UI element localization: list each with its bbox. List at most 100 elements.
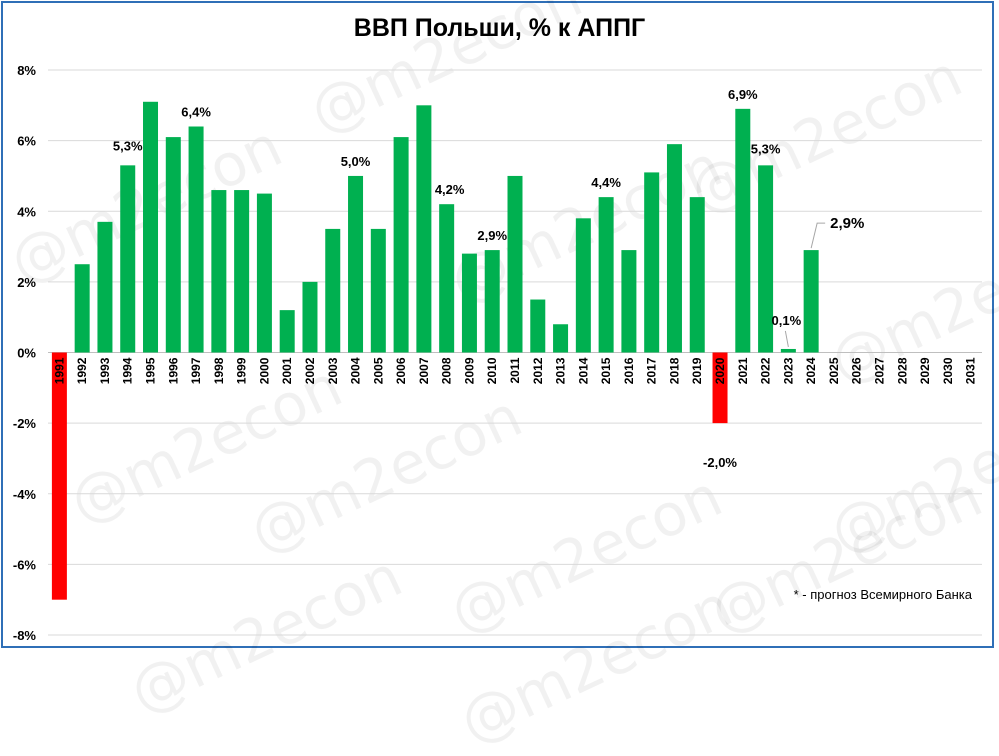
bar	[621, 250, 637, 353]
y-tick-label: 2%	[17, 275, 36, 290]
y-tick-label: -2%	[13, 416, 37, 431]
bar	[370, 228, 386, 353]
x-tick-label: 1992	[75, 357, 89, 384]
bar	[188, 126, 204, 353]
bar	[439, 204, 455, 353]
bar	[735, 108, 751, 353]
x-tick-label: 2017	[645, 357, 659, 384]
x-tick-label: 2031	[964, 357, 978, 384]
x-tick-label: 2007	[417, 357, 431, 384]
x-tick-label: 2018	[667, 357, 681, 384]
x-tick-label: 2026	[850, 357, 864, 384]
x-tick-label: 2009	[462, 357, 476, 384]
bar	[598, 197, 614, 353]
data-label: 5,3%	[113, 138, 143, 153]
bar	[302, 281, 318, 353]
x-tick-label: 2005	[371, 357, 385, 384]
data-label: 6,9%	[728, 87, 758, 102]
x-tick-label: 2022	[759, 357, 773, 384]
bar-chart: -8% -6% -4% -2% 0% 2% 4% 6% 8% 1991 1992 1993 1994 19…	[13, 63, 982, 643]
chart-title: ВВП Польши, % к АППГ	[353, 14, 646, 42]
bar	[530, 299, 546, 353]
x-tick-label: 2014	[576, 357, 590, 384]
data-label: 5,0%	[341, 154, 371, 169]
bar	[689, 197, 705, 353]
x-tick-label: 2028	[895, 357, 909, 384]
x-tick-label: 2019	[690, 357, 704, 384]
bar	[461, 253, 477, 353]
x-tick-label: 2010	[485, 357, 499, 384]
x-tick-label: 2011	[508, 357, 522, 383]
x-tick-label: 1993	[98, 357, 112, 384]
x-tick-label: 1999	[235, 357, 249, 384]
x-tick-label: 1995	[144, 357, 158, 384]
x-tick-label: 1997	[189, 357, 203, 384]
y-tick-label: 8%	[17, 63, 36, 78]
bar	[575, 218, 591, 353]
x-tick-label: 1996	[166, 357, 180, 384]
x-tick-label: 2003	[326, 357, 340, 384]
data-label: 0,1%	[772, 313, 802, 328]
x-tick-label: 2004	[349, 357, 363, 384]
data-label: 6,4%	[181, 105, 211, 120]
x-tick-label: 2000	[257, 357, 271, 384]
bar	[553, 324, 569, 353]
bar	[507, 175, 523, 353]
y-tick-label: -8%	[13, 628, 37, 643]
bar	[143, 101, 159, 353]
x-tick-label: 2006	[394, 357, 408, 384]
footnote: * - прогноз Всемирного Банка	[793, 587, 972, 602]
bar	[234, 190, 250, 353]
bar	[644, 172, 660, 353]
x-tick-label: 2013	[554, 357, 568, 384]
x-tick-label: 2001	[280, 357, 294, 384]
bar	[256, 193, 272, 353]
bar	[51, 352, 67, 600]
y-tick-label: -4%	[13, 487, 37, 502]
x-tick-label: 1991	[52, 357, 66, 384]
data-label: 2,9%	[477, 228, 507, 243]
bar	[325, 228, 341, 353]
leader-line	[810, 222, 826, 249]
y-tick-label: -6%	[13, 557, 37, 572]
bar	[484, 250, 500, 353]
x-tick-label: 2012	[531, 357, 545, 384]
x-tick-label: 2030	[941, 357, 955, 384]
bar	[758, 165, 774, 353]
x-tick-label: 2015	[599, 357, 613, 384]
bar	[780, 348, 796, 353]
x-tick-label: 2008	[440, 357, 454, 384]
x-tick-label: 2002	[303, 357, 317, 384]
bar	[666, 144, 682, 353]
x-tick-label: 2027	[872, 357, 886, 384]
x-tick-label: 2023	[781, 357, 795, 384]
data-label: 4,2%	[435, 182, 465, 197]
x-tick-label: 2029	[918, 357, 932, 384]
x-tick-label: 2016	[622, 357, 636, 384]
y-tick-label: 4%	[17, 204, 36, 219]
y-tick-label: 0%	[17, 346, 36, 361]
data-label: 4,4%	[591, 175, 621, 190]
bar	[74, 264, 90, 353]
bar	[803, 250, 819, 353]
x-tick-label: 2025	[827, 357, 841, 384]
x-tick-label: 2024	[804, 357, 818, 384]
data-label: -2,0%	[703, 455, 737, 470]
data-label: 2,9%	[830, 215, 864, 232]
x-tick-label: 1998	[212, 357, 226, 384]
bar	[120, 165, 136, 353]
bar	[165, 137, 181, 353]
bar	[97, 221, 113, 353]
bar	[712, 352, 728, 424]
data-label: 5,3%	[751, 141, 781, 156]
bar	[211, 190, 227, 353]
bar	[348, 175, 364, 353]
bar	[416, 105, 432, 353]
x-tick-label: 2020	[713, 357, 727, 384]
leader-line	[784, 330, 789, 348]
y-tick-label: 6%	[17, 134, 36, 149]
bar	[393, 137, 409, 353]
bar	[279, 310, 295, 353]
x-tick-label: 1994	[121, 357, 135, 384]
x-tick-label: 2021	[736, 357, 750, 384]
